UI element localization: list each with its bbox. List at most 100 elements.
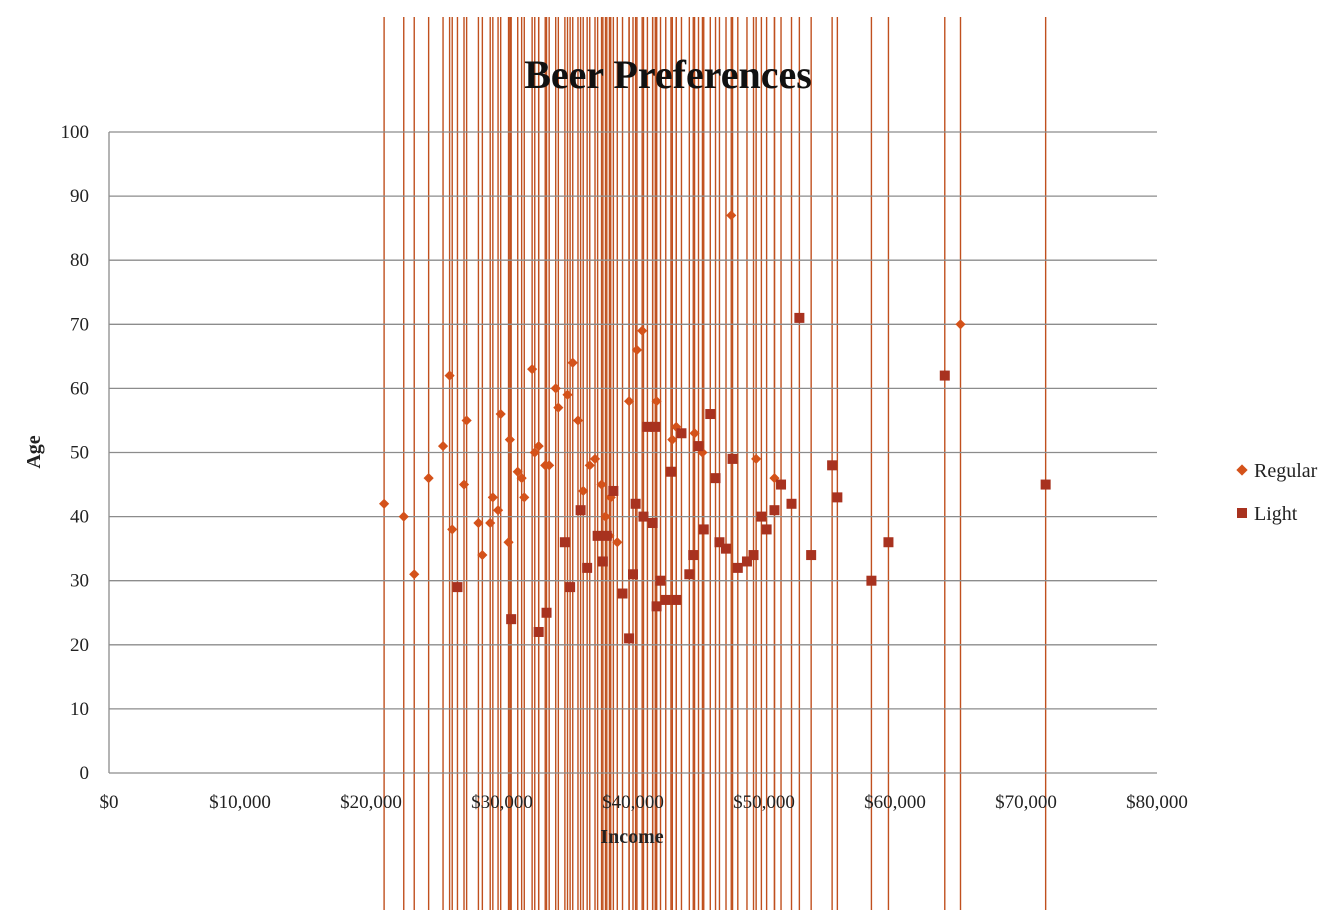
x-tick-label: $80,000	[1126, 792, 1188, 813]
point-regular	[550, 383, 561, 394]
point-light	[939, 370, 950, 381]
point-light	[597, 556, 608, 567]
point-light	[832, 492, 843, 503]
chart-title: Beer Preferences	[524, 52, 812, 97]
point-light	[761, 524, 772, 535]
point-regular	[492, 505, 504, 516]
point-regular	[458, 479, 470, 490]
point-light	[776, 479, 787, 490]
point-light	[727, 453, 738, 464]
point-light	[655, 575, 666, 586]
point-light	[741, 556, 752, 567]
x-axis-ticks: $0 $10,000 $20,000 $30,000 $40,000 $50,000 $60…	[100, 792, 1188, 813]
point-light	[806, 550, 817, 561]
point-regular	[487, 492, 498, 503]
point-light	[676, 428, 687, 439]
point-light	[608, 485, 619, 496]
point-regular	[726, 210, 737, 221]
point-light	[732, 562, 743, 573]
point-light	[601, 530, 612, 541]
point-regular	[379, 498, 390, 509]
point-light	[827, 460, 838, 471]
legend-label-light: Light	[1254, 503, 1298, 525]
point-light	[506, 614, 517, 625]
point-light	[565, 582, 576, 593]
point-light	[684, 569, 695, 580]
point-regular	[544, 460, 555, 471]
point-light	[650, 421, 661, 432]
point-regular	[578, 485, 589, 497]
x-tick-label: $50,000	[733, 792, 795, 813]
point-light	[660, 594, 671, 605]
point-regular	[485, 517, 496, 529]
point-light	[665, 466, 676, 477]
point-regular	[398, 511, 409, 522]
point-light	[628, 569, 638, 580]
point-regular	[437, 440, 449, 452]
x-tick-label: $10,000	[209, 792, 271, 813]
drop-lines	[383, 17, 1047, 910]
point-regular	[553, 402, 564, 413]
point-light	[651, 601, 662, 612]
x-tick-label: $0	[100, 792, 119, 813]
x-tick-label: $30,000	[471, 792, 533, 813]
point-regular	[600, 511, 611, 522]
legend: Regular Light	[1236, 460, 1318, 525]
point-light	[786, 498, 797, 509]
point-light	[769, 505, 780, 516]
point-light	[642, 421, 653, 432]
data-points	[379, 210, 1051, 644]
point-regular	[477, 549, 488, 561]
y-tick-label: 90	[70, 186, 89, 207]
point-light	[638, 511, 649, 522]
point-light	[671, 594, 682, 605]
y-tick-label: 80	[70, 250, 89, 271]
point-regular	[631, 344, 643, 356]
point-regular	[512, 466, 523, 477]
point-light	[533, 626, 544, 637]
point-light	[559, 537, 570, 548]
point-regular	[562, 389, 573, 400]
legend-label-regular: Regular	[1254, 460, 1318, 482]
x-tick-label: $60,000	[864, 792, 926, 813]
y-tick-label: 60	[70, 378, 89, 399]
point-regular	[567, 357, 578, 368]
point-light	[710, 473, 721, 484]
point-regular	[527, 364, 538, 375]
y-tick-label: 30	[70, 571, 89, 592]
point-regular	[495, 408, 506, 420]
x-tick-label: $70,000	[995, 792, 1057, 813]
point-light	[794, 312, 805, 323]
point-regular	[444, 370, 455, 381]
legend-marker-regular	[1236, 464, 1248, 476]
point-regular	[503, 537, 514, 548]
point-light	[630, 498, 641, 509]
point-regular	[751, 453, 762, 465]
point-light	[1040, 479, 1051, 490]
y-axis-ticks: 0 10 20 30 40 50 60 70 80 90 100	[61, 122, 90, 784]
point-regular	[533, 440, 544, 452]
point-regular	[423, 473, 434, 484]
point-light	[883, 537, 894, 548]
y-tick-label: 10	[70, 699, 89, 720]
point-light	[721, 543, 732, 554]
point-regular	[473, 517, 484, 529]
point-light	[647, 518, 658, 529]
point-regular	[612, 537, 623, 548]
y-tick-label: 0	[80, 763, 90, 784]
point-regular	[572, 415, 584, 426]
point-light	[541, 607, 552, 618]
y-tick-label: 40	[70, 507, 89, 528]
grid-lines	[108, 131, 1157, 774]
point-regular	[504, 434, 515, 445]
point-regular	[637, 325, 648, 336]
point-light	[624, 633, 635, 644]
y-tick-label: 100	[61, 122, 90, 143]
point-light	[592, 530, 603, 541]
point-light	[866, 575, 877, 586]
y-tick-label: 70	[70, 314, 89, 335]
x-axis-title: Income	[600, 826, 663, 848]
point-light	[748, 550, 759, 561]
point-regular	[447, 524, 458, 535]
